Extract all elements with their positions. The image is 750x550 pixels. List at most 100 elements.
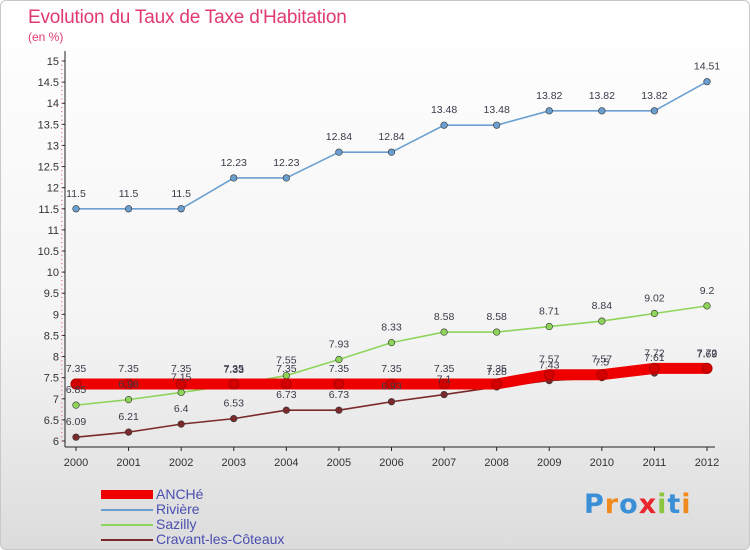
data-label: 12.23 <box>273 157 299 169</box>
x-tick-label: 2002 <box>169 457 193 469</box>
y-tick-label: 14 <box>47 98 59 110</box>
data-point <box>703 302 711 310</box>
data-point <box>123 378 135 390</box>
data-point <box>491 378 503 390</box>
x-tick-label: 2001 <box>116 457 140 469</box>
chart-legend: ANCHé Rivière Sazilly Cravant-les-Côteaux <box>101 487 284 547</box>
data-label: 6.98 <box>118 379 139 391</box>
data-point <box>228 378 240 390</box>
legend-item: Sazilly <box>101 517 284 532</box>
data-label: 7.5 <box>595 357 610 369</box>
data-label: 6.21 <box>118 411 139 423</box>
x-tick-label: 2006 <box>379 457 403 469</box>
y-tick-label: 9 <box>53 309 59 321</box>
data-point <box>386 378 397 390</box>
x-tick-label: 2012 <box>695 457 719 469</box>
data-point <box>650 107 659 115</box>
logo-letter: i <box>681 489 692 520</box>
data-point <box>596 369 608 381</box>
data-label: 6.85 <box>66 384 87 396</box>
legend-swatch <box>101 508 153 511</box>
data-label: 13.48 <box>484 104 510 116</box>
y-tick-label: 11 <box>48 225 59 237</box>
y-tick-label: 12 <box>47 183 59 195</box>
logo-letter: x <box>638 489 658 520</box>
chart-data-labels: 11.5 11.5 11.5 12.23 12.23 12.84 12.84 13.48 13.… <box>66 61 721 429</box>
y-tick-label: 8 <box>53 352 59 364</box>
data-point <box>282 174 290 182</box>
data-point <box>282 406 290 414</box>
legend-swatch <box>101 523 153 526</box>
data-label: 7.35 <box>329 363 350 375</box>
data-label: 6.09 <box>66 416 87 428</box>
y-tick-label: 6 <box>53 436 59 448</box>
data-label: 9.2 <box>700 285 715 297</box>
data-label: 7.72 <box>644 347 665 359</box>
data-point <box>333 378 345 390</box>
logo-letter: r <box>604 489 620 520</box>
y-tick-label: 7.5 <box>44 373 59 385</box>
data-point <box>545 322 553 331</box>
data-label: 7.43 <box>539 360 560 372</box>
chart-title: Evolution du Taux de Taxe d'Habitation <box>28 7 347 28</box>
legend-item: Rivière <box>101 502 284 517</box>
data-label: 6.73 <box>276 389 297 401</box>
x-tick-label: 2000 <box>64 457 88 469</box>
data-label: 8.33 <box>381 322 402 334</box>
x-tick-label: 2005 <box>327 457 351 469</box>
data-label: 7.61 <box>644 352 665 364</box>
data-point <box>493 328 501 336</box>
x-tick-label: 2010 <box>590 457 614 469</box>
data-point <box>230 415 238 423</box>
y-tick-label: 10 <box>47 267 59 279</box>
x-tick-label: 2011 <box>643 457 667 469</box>
y-tick-label: 13 <box>47 140 59 152</box>
data-point <box>124 428 133 436</box>
data-label: 6.53 <box>224 398 245 410</box>
logo-letter: o <box>619 489 639 520</box>
x-tick-label: 2003 <box>222 457 246 469</box>
data-point <box>387 339 396 347</box>
data-point <box>280 378 292 390</box>
legend-swatch <box>101 538 153 541</box>
data-point <box>648 362 660 374</box>
data-label: 13.82 <box>536 90 562 102</box>
data-point <box>335 355 343 364</box>
data-point <box>545 107 553 115</box>
data-label: 7.35 <box>171 363 192 375</box>
x-tick-label: 2004 <box>274 457 298 469</box>
data-label: 8.58 <box>434 311 455 323</box>
data-label: 11.5 <box>119 188 139 200</box>
data-label: 13.82 <box>641 90 667 102</box>
data-label: 8.84 <box>592 300 613 312</box>
data-point <box>72 401 80 409</box>
data-label: 7.35 <box>434 363 455 375</box>
x-tick-label: 2008 <box>484 457 508 469</box>
chart-axes: 6 6.5 7 7.5 8 8.5 9 9.5 10 10.5 11 11.5 12 12.5 13 13.5… <box>38 51 719 469</box>
data-label: 13.82 <box>589 90 615 102</box>
y-tick-label: 6.5 <box>44 415 59 427</box>
data-point <box>124 205 133 213</box>
logo-letter: i <box>657 489 668 520</box>
data-point <box>440 328 448 336</box>
data-point <box>650 309 659 318</box>
x-tick-label: 2009 <box>537 457 561 469</box>
data-label: 6.4 <box>174 403 189 415</box>
data-label: 9.02 <box>644 292 665 304</box>
data-point <box>124 396 133 404</box>
data-label: 7.1 <box>437 374 452 386</box>
data-point <box>703 78 711 86</box>
y-tick-label: 13.5 <box>38 119 59 131</box>
data-point <box>335 406 343 414</box>
data-label: 6.73 <box>329 389 350 401</box>
logo-letter: t <box>667 489 682 520</box>
data-point <box>387 148 396 156</box>
legend-label: Sazilly <box>156 516 197 532</box>
data-point <box>701 362 713 374</box>
data-point <box>70 378 82 390</box>
data-point <box>177 420 185 428</box>
y-tick-label: 11.5 <box>38 204 59 216</box>
data-point <box>230 174 238 182</box>
